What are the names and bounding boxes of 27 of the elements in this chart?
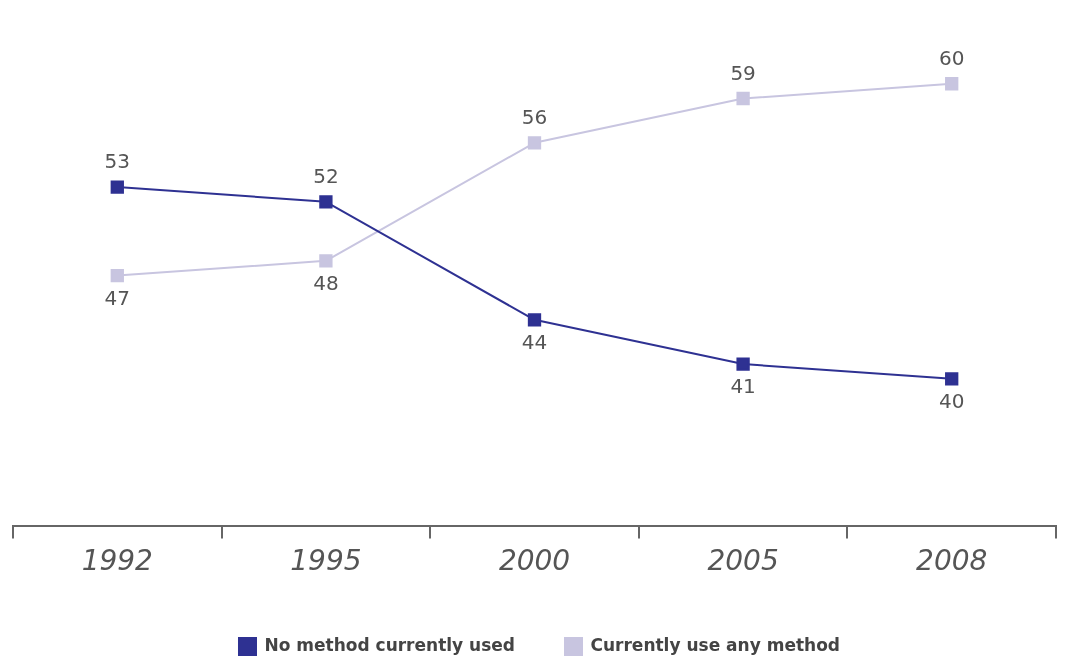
data-label: 48: [313, 271, 339, 296]
x-tick-label: 1995: [290, 544, 362, 578]
point: [527, 313, 542, 327]
data-label: 56: [521, 104, 548, 129]
point: [110, 268, 124, 283]
data-label: 47: [104, 285, 131, 310]
legend-label: Currently use any method: [590, 634, 841, 655]
data-label: 41: [730, 374, 756, 399]
data-label: 53: [104, 149, 131, 174]
point: [319, 254, 333, 268]
data-label: 40: [938, 389, 965, 414]
x-tick-label: 2005: [707, 544, 779, 578]
point: [736, 91, 750, 106]
x-tick-label: 1992: [81, 544, 153, 578]
x-tick-label: 2008: [916, 544, 988, 578]
point: [319, 195, 333, 209]
point: [945, 77, 959, 91]
data-label: 52: [313, 164, 339, 189]
point: [736, 357, 750, 371]
point: [110, 180, 124, 194]
point: [527, 136, 542, 150]
x-tick-label: 2000: [498, 544, 571, 578]
data-label: 59: [730, 60, 756, 85]
point: [945, 372, 959, 386]
legend-label: No method currently used: [264, 634, 516, 655]
data-label: 44: [521, 330, 548, 355]
data-label: 60: [938, 45, 965, 70]
